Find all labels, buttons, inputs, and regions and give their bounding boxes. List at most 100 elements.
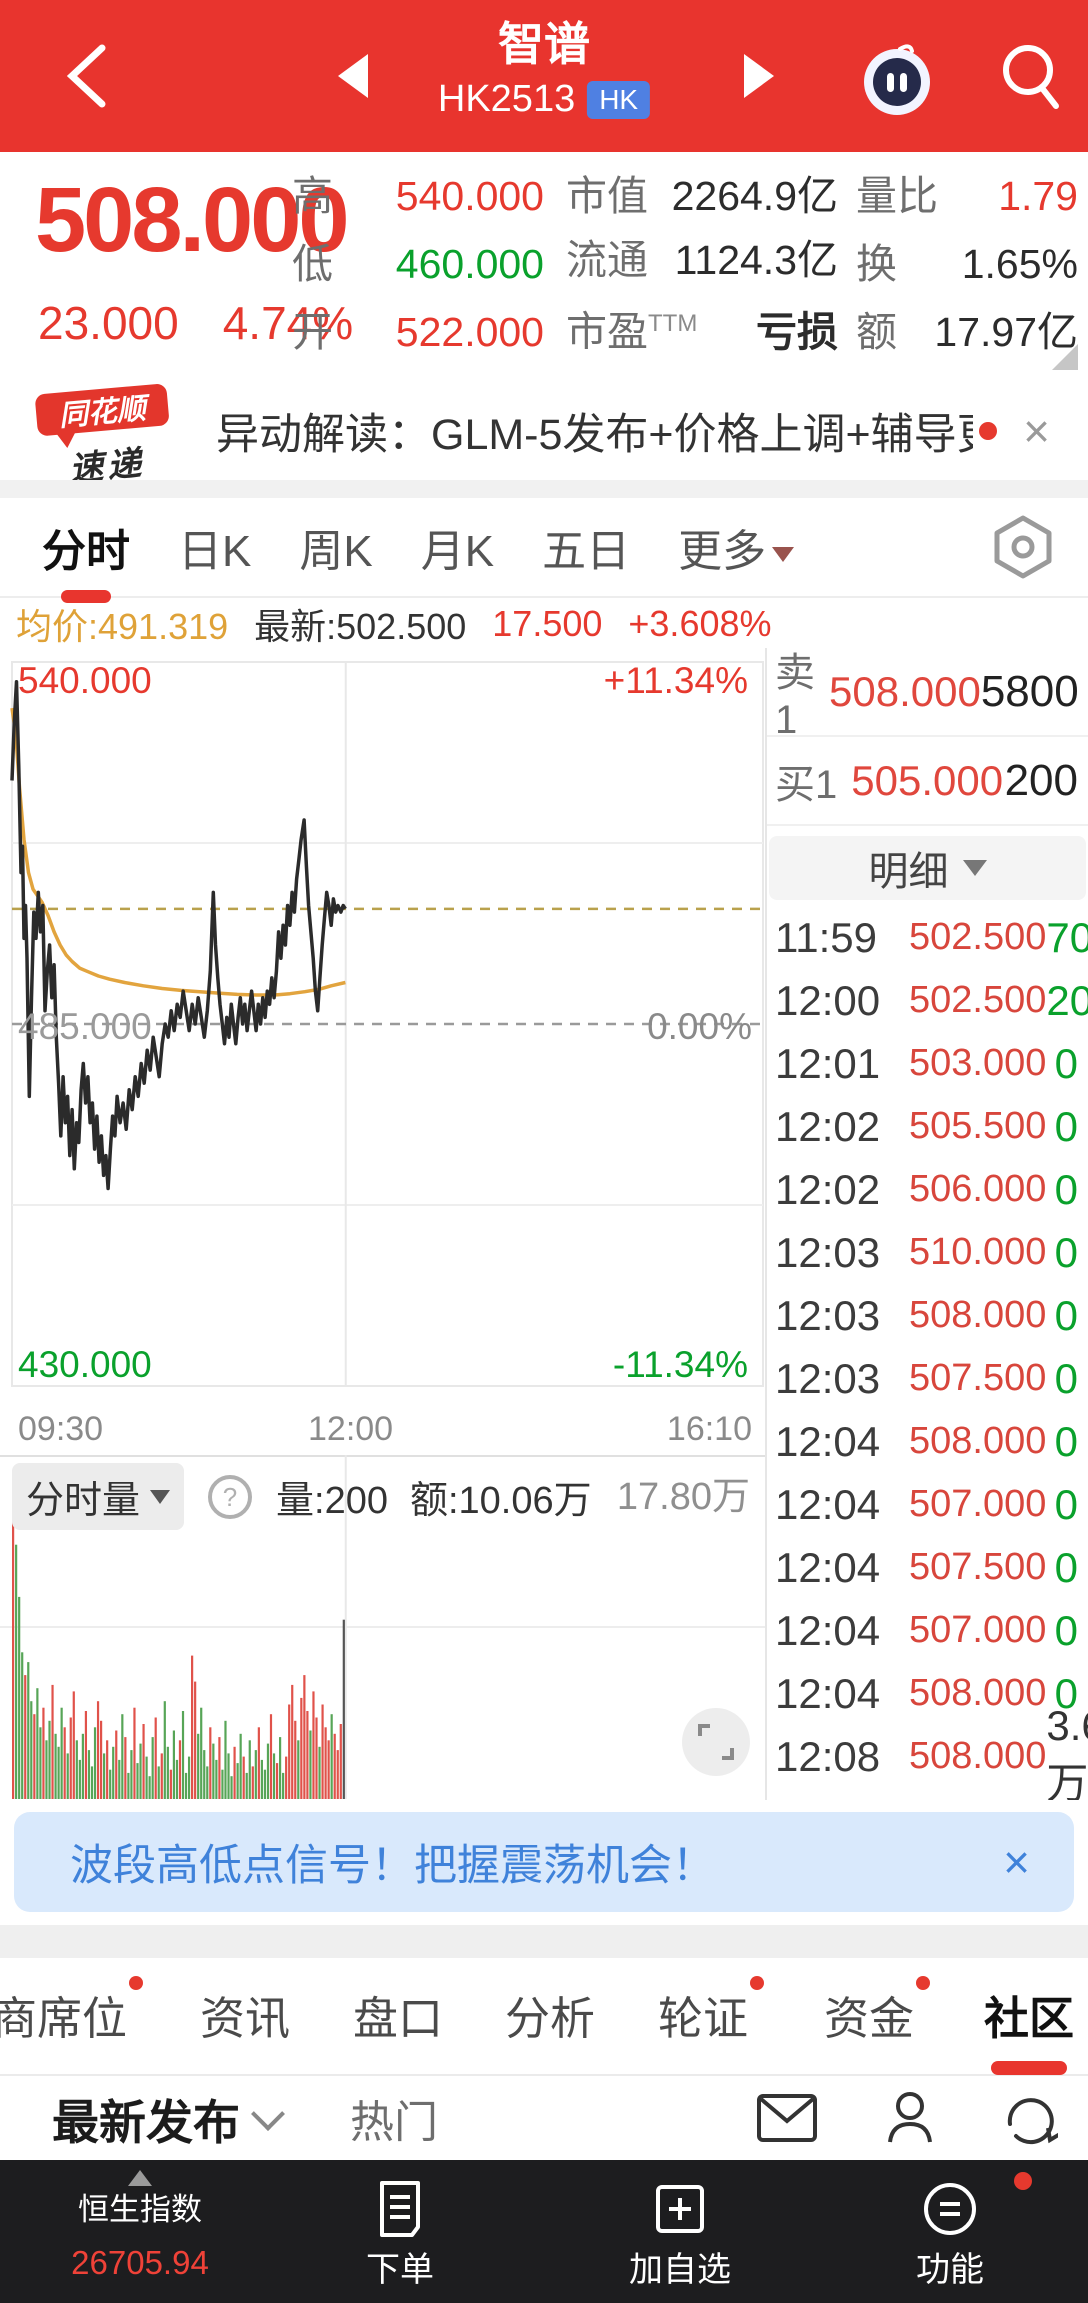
alert-text[interactable]: 异动解读：GLM-5发布+价格上调+辅导更新... xyxy=(216,411,973,459)
section-tab-分析[interactable]: 分析 xyxy=(505,1993,596,2044)
detail-dropdown-button[interactable]: 明细 xyxy=(769,836,1086,900)
search-icon[interactable] xyxy=(996,40,1066,114)
feed-sort-chevron-icon xyxy=(251,2097,285,2131)
ask-row[interactable]: 卖1 508.000 5800 xyxy=(767,648,1088,742)
period-tab-bar: 分时 日K 周K 月K 五日 更多 xyxy=(0,498,1088,603)
promo-wrap: 波段高低点信号！把握震荡机会！ × xyxy=(0,1800,1088,1925)
tape-time: 12:02 xyxy=(775,1102,881,1150)
price-change: 23.000 xyxy=(38,297,179,349)
promo-banner[interactable]: 波段高低点信号！把握震荡机会！ × xyxy=(14,1812,1074,1912)
volume-indicator-selector[interactable]: 分时量 xyxy=(12,1463,185,1530)
more-dropdown-icon xyxy=(772,546,795,562)
tape-row[interactable]: 12:01 503.000 0 xyxy=(767,1032,1088,1095)
section-tab-社区[interactable]: 社区 xyxy=(984,1982,1074,2075)
fullscreen-icon xyxy=(698,1724,734,1760)
tab-badge-dot xyxy=(129,1976,144,1990)
tape-price: 507.000 xyxy=(909,1483,1047,1525)
prev-stock-icon[interactable] xyxy=(338,54,368,98)
index-name: 恒生指数 xyxy=(78,2192,202,2227)
tab-more[interactable]: 更多 xyxy=(672,515,800,579)
place-order-button[interactable]: 下单 xyxy=(330,2160,470,2291)
user-icon[interactable] xyxy=(884,2090,936,2146)
bid-row[interactable]: 买1 505.000 200 xyxy=(767,737,1088,826)
fullscreen-button[interactable] xyxy=(682,1708,750,1776)
volume-chart-svg xyxy=(0,1455,766,1799)
tab-日K[interactable]: 日K xyxy=(178,527,252,576)
index-quote-button[interactable]: 恒生指数 26705.94 xyxy=(40,2160,240,2282)
order-label: 下单 xyxy=(366,2251,434,2289)
chart-ymax-label: 540.000 xyxy=(18,660,152,701)
tape-row[interactable]: 12:04 508.000 0 xyxy=(767,1662,1088,1725)
tape-row[interactable]: 12:03 508.000 0 xyxy=(767,1284,1088,1347)
promo-close-icon[interactable]: × xyxy=(1003,1836,1030,1888)
tape-volume: 200 xyxy=(1046,976,1088,1024)
tape-row[interactable]: 12:04 508.000 0 xyxy=(767,1410,1088,1473)
tape-row[interactable]: 12:04 507.000 0 xyxy=(767,1599,1088,1662)
volume-scale-max: 17.80万 xyxy=(616,1476,750,1518)
functions-label: 功能 xyxy=(916,2251,984,2289)
tape-time: 12:04 xyxy=(775,1543,881,1591)
tape-time: 12:03 xyxy=(775,1228,881,1276)
tape-row[interactable]: 12:04 507.000 0 xyxy=(767,1473,1088,1536)
tab-月K[interactable]: 月K xyxy=(420,527,495,576)
alert-banner[interactable]: 同花顺 速递 异动解读：GLM-5发布+价格上调+辅导更新... × xyxy=(0,382,1088,489)
tape-row[interactable]: 12:02 505.500 0 xyxy=(767,1095,1088,1158)
tape-price: 507.000 xyxy=(909,1609,1047,1651)
functions-button[interactable]: 功能 xyxy=(880,2160,1032,2291)
order-book-panel: 卖1 508.000 5800 买1 505.000 200 明细 11:59 5… xyxy=(767,648,1088,1808)
stat-value: 540.000 xyxy=(395,173,544,219)
chart-pctmax-label: +11.34% xyxy=(603,660,748,701)
avg-price: 均价:491.319 xyxy=(16,606,229,647)
chart-settings-icon[interactable] xyxy=(992,514,1054,580)
price-change-row: 23.000 4.74% xyxy=(38,296,353,350)
time-axis: 09:30 12:00 16:10 xyxy=(0,1400,766,1455)
refresh-icon[interactable] xyxy=(1002,2090,1058,2146)
next-stock-icon[interactable] xyxy=(744,54,774,98)
tape-row[interactable]: 12:00 502.500200 xyxy=(767,969,1088,1032)
section-tab-轮证[interactable]: 轮证 xyxy=(658,1976,765,2047)
tape-volume: 0 xyxy=(1054,1417,1078,1465)
tape-row[interactable]: 12:02 506.000 0 xyxy=(767,1158,1088,1221)
detail-dropdown-icon xyxy=(962,860,987,876)
tape-row[interactable]: 12:03 510.000 0 xyxy=(767,1221,1088,1284)
message-icon[interactable] xyxy=(756,2093,818,2143)
alert-close-icon[interactable]: × xyxy=(1023,405,1050,457)
stat-value: 亏损 xyxy=(756,309,838,355)
help-icon[interactable]: ? xyxy=(206,1473,254,1521)
price-chart-svg[interactable] xyxy=(0,648,766,1400)
chart-prevclose-label: 485.000 xyxy=(18,1006,152,1047)
section-tab-资金[interactable]: 资金 xyxy=(824,1976,931,2047)
section-tab-资讯[interactable]: 资讯 xyxy=(200,1993,291,2044)
expand-stats-icon[interactable] xyxy=(1052,344,1078,370)
section-tab-盘口[interactable]: 盘口 xyxy=(353,1993,444,2044)
quote-stats[interactable]: 508.000 23.000 4.74% 高 540.000 低 460.000 开… xyxy=(0,152,1088,382)
tab-分时[interactable]: 分时 xyxy=(36,515,136,603)
tab-周K[interactable]: 周K xyxy=(299,527,373,576)
tape-time: 12:03 xyxy=(775,1291,881,1339)
feed-sort-hot[interactable]: 热门 xyxy=(350,2098,438,2147)
intraday-chart[interactable]: 540.000 +11.34% 485.000 0.00% 430.000 -1… xyxy=(0,648,766,1800)
back-icon[interactable] xyxy=(62,42,112,110)
bottom-toolbar: 恒生指数 26705.94 下单 加自选 xyxy=(0,2160,1088,2303)
stock-code: HK2513 xyxy=(437,78,576,120)
tape-row[interactable]: 11:59 502.500700 xyxy=(767,906,1088,969)
latest-change: 17.500 xyxy=(492,603,603,644)
market-badge: HK xyxy=(587,80,651,119)
section-tab-商席位[interactable]: 商席位 xyxy=(0,1976,144,2047)
tape-row[interactable]: 12:03 507.500 0 xyxy=(767,1347,1088,1410)
functions-badge-dot xyxy=(1014,2172,1032,2190)
chart-info-row: 均价:491.319 最新:502.500 17.500 +3.608% xyxy=(0,600,776,648)
separator-band xyxy=(0,1925,1088,1958)
add-watchlist-button[interactable]: 加自选 xyxy=(600,2160,760,2291)
ai-assistant-icon[interactable] xyxy=(858,40,936,118)
tape-list[interactable]: 11:59502.50070012:00502.50020012:01503.0… xyxy=(767,906,1088,1808)
tab-五日[interactable]: 五日 xyxy=(542,527,631,576)
tape-row[interactable]: 12:04 507.500 0 xyxy=(767,1536,1088,1599)
volume-pane[interactable]: 分时量 ? 量:200 额:10.06万 17.80万 xyxy=(0,1455,766,1800)
feed-sort-latest[interactable]: 最新发布 xyxy=(52,2095,240,2149)
tape-volume: 0 xyxy=(1054,1606,1078,1654)
stock-name: 智谱 xyxy=(497,18,590,70)
stat-label: 市盈TTM xyxy=(566,309,698,355)
